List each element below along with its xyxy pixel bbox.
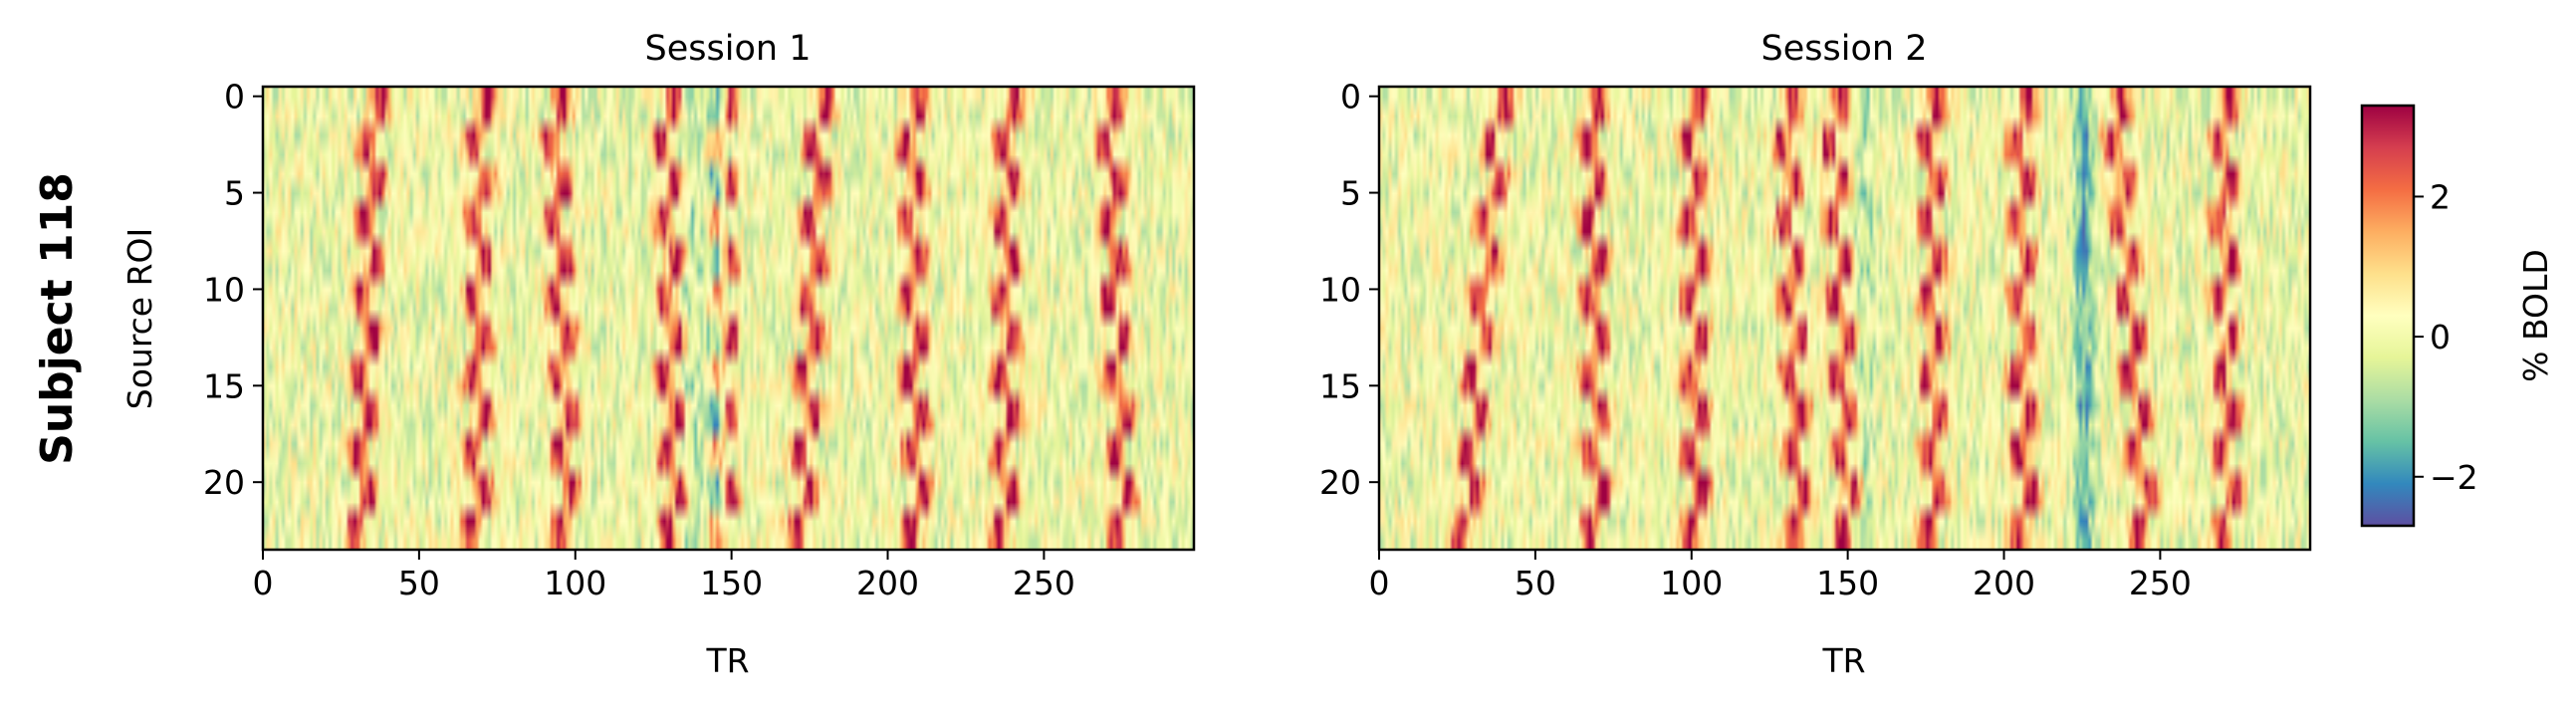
colorbar-gradient [2362,106,2414,526]
x-tick-label: 250 [2129,564,2192,602]
x-tick-label: 50 [1515,564,1556,602]
colorbar-frame [2360,104,2416,528]
panel-title-session-2: Session 2 [1761,29,1928,69]
x-tick-label: 50 [398,564,440,602]
y-tick-label: 10 [1319,270,1361,309]
y-ticks-session-1: 0 5 10 15 20 [203,78,263,502]
heatmap-frame-session-1 [261,85,1196,552]
colorbar-ticks: −2 0 2 [2414,177,2478,497]
colorbar: −2 0 2 % BOLD [2360,104,2555,528]
y-tick-label: 5 [224,174,245,213]
x-tick-label: 200 [1973,564,2035,602]
x-tick-label: 150 [1816,564,1879,602]
x-tick-label: 150 [700,564,763,602]
y-tick-label: 5 [1340,174,1361,213]
heatmap-frame-session-2 [1377,85,2312,552]
x-ticks-session-2: 0 50 100 150 200 250 [1369,550,2192,602]
x-tick-label: 100 [1660,564,1723,602]
x-ticks-session-1: 0 50 100 150 200 250 [253,550,1075,602]
y-ticks-session-2: 0 5 10 15 20 [1319,78,1379,502]
heatmap-image-session-1 [263,87,1194,550]
x-tick-label: 0 [253,564,274,602]
y-tick-label: 15 [203,366,245,405]
x-tick-label: 0 [1369,564,1390,602]
y-axis-label: Source ROI [120,228,159,409]
x-tick-label: 250 [1013,564,1075,602]
x-axis-label-session-2: TR [1821,641,1865,680]
heatmap-image-session-2 [1379,87,2310,550]
x-tick-label: 200 [856,564,919,602]
y-tick-label: 20 [203,463,245,502]
y-tick-label: 15 [1319,366,1361,405]
colorbar-tick-label: 2 [2430,177,2451,216]
panel-title-session-1: Session 1 [645,29,812,69]
x-tick-label: 100 [544,564,606,602]
colorbar-tick-label: −2 [2430,458,2478,497]
subject-label: Subject 118 [32,172,83,465]
colorbar-label: % BOLD [2516,249,2555,382]
y-tick-label: 0 [224,78,245,117]
heatmap-session-1: Session 1 0 50 100 150 200 250 0 5 10 15 20 TR So… [120,29,1196,680]
colorbar-tick-label: 0 [2430,318,2451,356]
y-tick-label: 0 [1340,78,1361,117]
heatmap-session-2: Session 2 0 50 100 150 200 250 0 5 10 15 20 TR [1319,29,2312,680]
y-tick-label: 10 [203,270,245,309]
y-tick-label: 20 [1319,463,1361,502]
x-axis-label-session-1: TR [705,641,749,680]
